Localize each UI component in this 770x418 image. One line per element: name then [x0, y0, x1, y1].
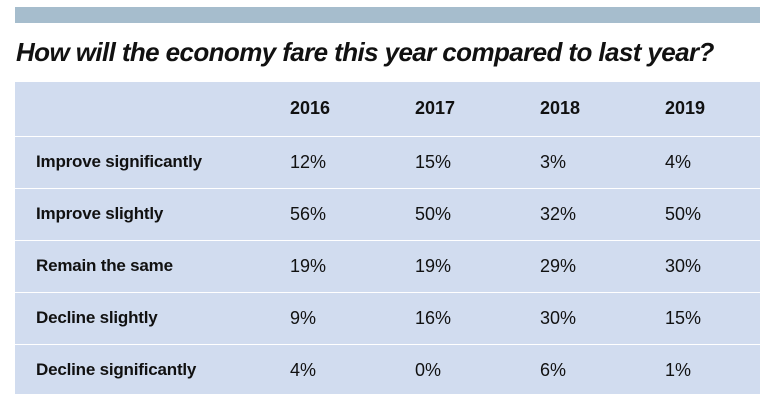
top-accent-bar — [15, 7, 760, 23]
table-cell: 30% — [540, 291, 665, 344]
table-cell: 1% — [665, 343, 760, 396]
table-cell: 9% — [290, 291, 415, 344]
table-cell: 15% — [665, 291, 760, 344]
column-header: 2017 — [415, 98, 456, 119]
table-row: Remain the same 19% 19% 29% 30% — [15, 239, 760, 292]
table-cell: 50% — [665, 187, 760, 240]
table-cell: 56% — [290, 187, 415, 240]
table-cell: 16% — [415, 291, 540, 344]
header-row: 2016 2017 2018 2019 — [15, 82, 760, 136]
table-cell: 19% — [415, 239, 540, 292]
row-label: Remain the same — [15, 239, 290, 292]
table-cell: 12% — [290, 135, 415, 188]
table-cell: 29% — [540, 239, 665, 292]
table-cell: 19% — [290, 239, 415, 292]
table-cell: 6% — [540, 343, 665, 396]
table-cell: 32% — [540, 187, 665, 240]
table-cell: 15% — [415, 135, 540, 188]
table-cell: 3% — [540, 135, 665, 188]
table-cell: 50% — [415, 187, 540, 240]
row-label: Decline significantly — [15, 343, 290, 396]
column-header: 2018 — [540, 98, 581, 119]
table-row: Decline significantly 4% 0% 6% 1% — [15, 343, 760, 396]
table-row: Decline slightly 9% 16% 30% 15% — [15, 291, 760, 344]
row-label: Decline slightly — [15, 291, 290, 344]
column-header: 2016 — [290, 98, 331, 119]
row-label: Improve slightly — [15, 187, 290, 240]
data-table-container: 2016 2017 2018 2019 Improve significantl… — [15, 82, 760, 396]
table-cell: 4% — [665, 135, 760, 188]
table-row: Improve slightly 56% 50% 32% 50% — [15, 187, 760, 240]
row-label: Improve significantly — [15, 135, 290, 188]
column-header: 2019 — [665, 98, 706, 119]
data-table: 2016 2017 2018 2019 Improve significantl… — [15, 82, 760, 396]
header-corner-cell — [15, 82, 290, 136]
table-cell: 30% — [665, 239, 760, 292]
table-row: Improve significantly 12% 15% 3% 4% — [15, 135, 760, 188]
table-cell: 4% — [290, 343, 415, 396]
chart-title: How will the economy fare this year comp… — [16, 37, 714, 67]
table-cell: 0% — [415, 343, 540, 396]
